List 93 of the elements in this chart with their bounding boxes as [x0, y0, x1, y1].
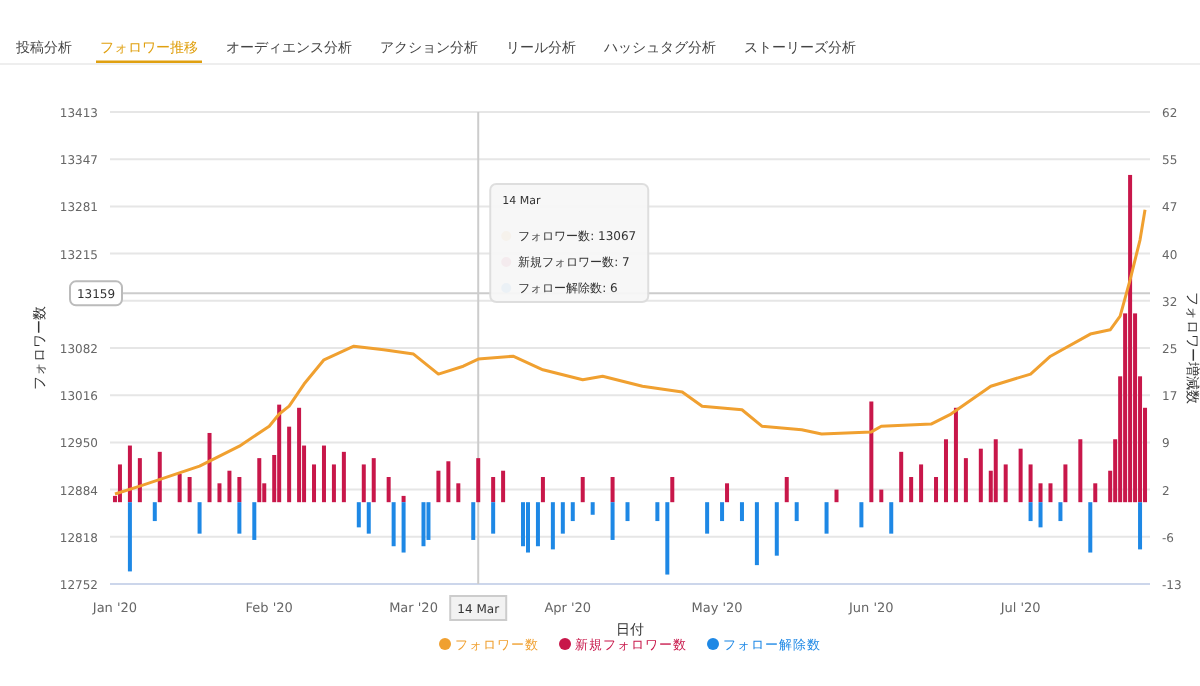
bar [1018, 448, 1023, 503]
bar [879, 489, 884, 503]
bar [869, 401, 874, 503]
bar [521, 502, 526, 547]
bar [1028, 464, 1033, 503]
bar [1093, 483, 1098, 503]
bar [207, 432, 212, 503]
bar [963, 458, 968, 503]
bar [177, 473, 182, 503]
bar [934, 477, 939, 503]
bar [889, 502, 894, 534]
bar [426, 502, 431, 540]
bar [610, 502, 615, 540]
bar [471, 502, 476, 540]
bar [491, 477, 496, 503]
bar [356, 502, 361, 528]
bar [371, 458, 376, 503]
bar [257, 458, 262, 503]
bar [560, 502, 565, 534]
bar [1078, 439, 1083, 503]
bar [1038, 502, 1043, 528]
bar [550, 502, 555, 550]
bar [386, 477, 391, 503]
bar [1038, 483, 1043, 503]
bar [1138, 502, 1143, 550]
bar [187, 477, 192, 503]
bar [834, 489, 839, 503]
bar [953, 407, 958, 503]
bar [401, 495, 406, 503]
bar [1028, 502, 1033, 522]
bar [1088, 502, 1093, 553]
bar [570, 502, 575, 522]
bar [859, 502, 864, 528]
bar [774, 502, 779, 556]
bar [535, 502, 540, 547]
bar [909, 477, 914, 503]
bar [705, 502, 710, 534]
bar [331, 464, 336, 503]
bar [446, 461, 451, 503]
bar [297, 407, 302, 503]
bar [197, 502, 202, 534]
bar [312, 464, 317, 503]
bar [993, 439, 998, 503]
bar [1063, 464, 1068, 503]
bar [919, 464, 924, 503]
bar [137, 458, 142, 503]
bar [655, 502, 660, 522]
bar [341, 451, 346, 503]
bar [321, 445, 326, 503]
bar [978, 448, 983, 503]
bar [899, 451, 904, 503]
bar [117, 464, 122, 503]
bar [277, 404, 282, 503]
bar [580, 477, 585, 503]
bar [725, 483, 730, 503]
bar [720, 502, 725, 522]
bar [625, 502, 630, 522]
bar [421, 502, 426, 547]
bar [436, 470, 441, 503]
bar [127, 445, 132, 503]
bar [237, 477, 242, 503]
bar [590, 502, 595, 515]
bar [1128, 174, 1133, 503]
bar [943, 439, 948, 503]
bar [665, 502, 670, 575]
bar [824, 502, 829, 534]
bar [252, 502, 257, 540]
bar [401, 502, 406, 553]
bar [525, 502, 530, 553]
bar [361, 464, 366, 503]
bar [794, 502, 799, 522]
bar [157, 451, 162, 503]
bar [476, 458, 481, 503]
bar [237, 502, 242, 534]
bar [501, 470, 506, 503]
bar [152, 502, 157, 522]
bar [227, 470, 232, 503]
bar [217, 483, 222, 503]
bar [127, 502, 132, 572]
bar [610, 477, 615, 503]
bar [1058, 502, 1063, 522]
bar [287, 426, 292, 503]
bar [1048, 483, 1053, 503]
bar [391, 502, 396, 547]
bar [366, 502, 371, 534]
bar [540, 477, 545, 503]
bar [1003, 464, 1008, 503]
bar [456, 483, 461, 503]
bar [491, 502, 496, 534]
bar [670, 477, 675, 503]
bar [754, 502, 759, 566]
bar [739, 502, 744, 522]
bar [784, 477, 789, 503]
